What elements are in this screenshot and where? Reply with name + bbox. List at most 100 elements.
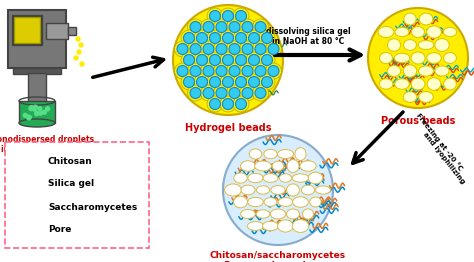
Circle shape: [223, 135, 333, 245]
Circle shape: [239, 85, 255, 101]
Circle shape: [216, 43, 227, 54]
Ellipse shape: [255, 161, 272, 171]
Circle shape: [262, 77, 273, 88]
Circle shape: [183, 77, 194, 88]
Circle shape: [227, 63, 243, 79]
Ellipse shape: [241, 185, 255, 195]
Circle shape: [233, 52, 249, 68]
Text: Saccharomycetes: Saccharomycetes: [48, 203, 137, 211]
FancyBboxPatch shape: [68, 27, 76, 35]
Circle shape: [253, 63, 268, 79]
Ellipse shape: [279, 174, 292, 182]
Circle shape: [236, 99, 246, 110]
Circle shape: [210, 99, 220, 110]
Circle shape: [239, 19, 255, 35]
Ellipse shape: [435, 66, 449, 76]
Circle shape: [222, 77, 234, 88]
Circle shape: [197, 32, 208, 43]
FancyBboxPatch shape: [46, 23, 68, 39]
Text: Silica gel: Silica gel: [48, 179, 94, 188]
Circle shape: [253, 19, 268, 35]
Ellipse shape: [435, 39, 449, 51]
Ellipse shape: [234, 173, 247, 183]
Circle shape: [255, 66, 266, 77]
Circle shape: [25, 223, 39, 237]
Circle shape: [181, 52, 197, 68]
Ellipse shape: [427, 53, 441, 63]
Ellipse shape: [404, 13, 416, 25]
Ellipse shape: [292, 174, 309, 182]
Circle shape: [173, 5, 283, 115]
Circle shape: [194, 52, 210, 68]
Circle shape: [222, 99, 234, 110]
Circle shape: [190, 43, 201, 54]
Ellipse shape: [301, 185, 315, 195]
Circle shape: [236, 54, 246, 66]
Circle shape: [207, 30, 223, 46]
Ellipse shape: [379, 79, 393, 89]
Circle shape: [201, 41, 217, 57]
Ellipse shape: [272, 161, 284, 171]
Ellipse shape: [411, 26, 425, 37]
Ellipse shape: [295, 148, 306, 160]
Circle shape: [203, 21, 214, 32]
Circle shape: [210, 32, 220, 43]
Ellipse shape: [387, 66, 401, 77]
Circle shape: [242, 21, 253, 32]
Circle shape: [233, 74, 249, 90]
Circle shape: [242, 43, 253, 54]
Text: Monodispersed droplets
into NaOH solution: Monodispersed droplets into NaOH solutio…: [0, 135, 94, 154]
Circle shape: [190, 21, 201, 32]
Circle shape: [174, 63, 191, 79]
Circle shape: [233, 30, 249, 46]
Circle shape: [248, 54, 259, 66]
Circle shape: [29, 106, 33, 110]
Circle shape: [194, 30, 210, 46]
Ellipse shape: [247, 222, 264, 230]
Circle shape: [229, 66, 240, 77]
Ellipse shape: [264, 198, 277, 206]
Circle shape: [255, 43, 266, 54]
Circle shape: [207, 74, 223, 90]
Circle shape: [265, 63, 282, 79]
Circle shape: [268, 66, 279, 77]
Circle shape: [262, 54, 273, 66]
Circle shape: [265, 41, 282, 57]
Circle shape: [188, 85, 203, 101]
Ellipse shape: [378, 26, 394, 37]
Circle shape: [213, 63, 229, 79]
Circle shape: [255, 21, 266, 32]
Ellipse shape: [19, 119, 55, 127]
Circle shape: [259, 30, 275, 46]
Circle shape: [220, 74, 236, 90]
Circle shape: [268, 43, 279, 54]
Circle shape: [23, 113, 27, 117]
Ellipse shape: [443, 27, 457, 37]
Circle shape: [220, 52, 236, 68]
Circle shape: [213, 85, 229, 101]
Circle shape: [216, 88, 227, 99]
Ellipse shape: [395, 27, 409, 37]
Circle shape: [177, 43, 188, 54]
Circle shape: [188, 41, 203, 57]
Circle shape: [239, 63, 255, 79]
Circle shape: [35, 112, 39, 116]
Ellipse shape: [292, 197, 309, 207]
Ellipse shape: [287, 160, 299, 172]
Circle shape: [29, 107, 33, 111]
Circle shape: [233, 8, 249, 24]
Ellipse shape: [403, 65, 417, 77]
Circle shape: [79, 43, 83, 47]
Ellipse shape: [277, 150, 293, 159]
Circle shape: [43, 110, 46, 114]
Circle shape: [201, 63, 217, 79]
FancyBboxPatch shape: [5, 142, 149, 248]
Circle shape: [33, 107, 36, 111]
Circle shape: [181, 30, 197, 46]
Circle shape: [239, 41, 255, 57]
Circle shape: [246, 74, 262, 90]
Circle shape: [213, 41, 229, 57]
Circle shape: [368, 8, 468, 108]
Ellipse shape: [278, 198, 293, 206]
Circle shape: [248, 32, 259, 43]
